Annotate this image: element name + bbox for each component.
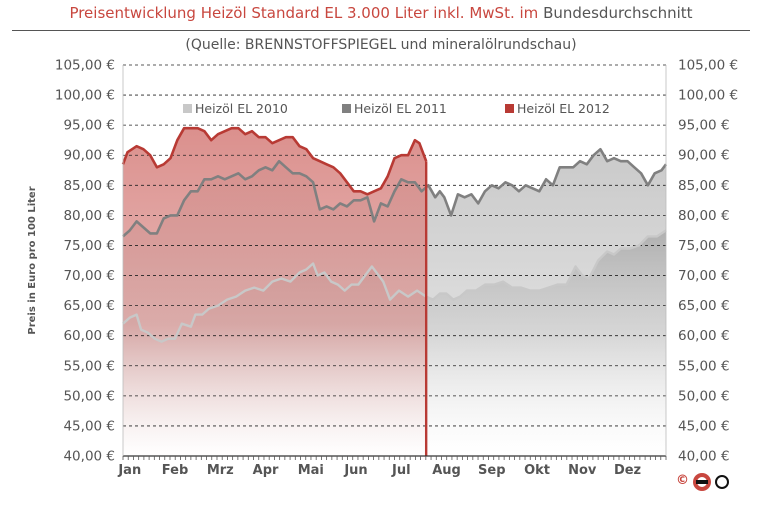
x-tick-label: Sep	[478, 463, 506, 478]
legend-label: Heizöl EL 2012	[517, 101, 610, 116]
y-tick-label-left: 105,00 €	[55, 58, 115, 74]
y-tick-label-left: 50,00 €	[63, 388, 115, 404]
series-2010-line	[122, 229, 667, 343]
y-tick-label-left: 80,00 €	[63, 208, 115, 224]
y-tick-label-left: 85,00 €	[63, 178, 115, 194]
y-tick-label-left: 90,00 €	[63, 148, 115, 164]
chart-title-main: Preisentwicklung Heizöl Standard EL 3.00…	[69, 4, 539, 22]
y-tick-label-right: 90,00 €	[678, 148, 730, 164]
x-tick-label: Mrz	[207, 463, 234, 478]
x-tick-label: Jun	[343, 463, 367, 478]
y-tick-label-right: 85,00 €	[678, 178, 730, 194]
legend-swatch	[183, 104, 192, 113]
chart-title-region: Bundesdurchschnitt	[543, 4, 693, 22]
y-tick-label-left: 75,00 €	[63, 238, 115, 254]
y-tick-label-right: 55,00 €	[678, 358, 730, 374]
series-2012-line	[121, 126, 428, 196]
legend-swatch	[505, 104, 514, 113]
y-tick-label-right: 70,00 €	[678, 268, 730, 284]
x-tick-label: Feb	[162, 463, 188, 478]
x-tick-label: Jan	[117, 463, 141, 478]
y-axis-title: Preis in Euro pro 100 Liter	[27, 186, 38, 334]
x-tick-label: Okt	[524, 463, 550, 478]
series-2011-line	[122, 147, 668, 238]
y-tick-label-right: 60,00 €	[678, 328, 730, 344]
y-tick-label-right: 80,00 €	[678, 208, 730, 224]
y-tick-label-right: 105,00 €	[678, 58, 738, 74]
copyright-logo: ©	[676, 472, 736, 492]
series-2012-area	[123, 128, 427, 456]
y-tick-label-right: 95,00 €	[678, 118, 730, 134]
y-tick-label-left: 60,00 €	[63, 328, 115, 344]
x-tick-label: Dez	[614, 463, 641, 478]
y-tick-label-left: 100,00 €	[55, 88, 115, 104]
y-tick-label-left: 45,00 €	[63, 418, 115, 434]
y-tick-label-right: 100,00 €	[678, 88, 738, 104]
y-tick-label-left: 55,00 €	[63, 358, 115, 374]
y-tick-label-left: 95,00 €	[63, 118, 115, 134]
title-divider	[12, 30, 750, 31]
legend-label: Heizöl EL 2010	[195, 101, 288, 116]
y-tick-label-right: 40,00 €	[678, 449, 730, 465]
logo-icon	[693, 473, 729, 491]
x-tick-label: Aug	[432, 463, 461, 478]
legend-swatch	[342, 104, 351, 113]
x-tick-label: Jul	[391, 463, 411, 478]
x-tick-label: Apr	[253, 463, 279, 478]
chart-subtitle: (Quelle: BRENNSTOFFSPIEGEL und mineralöl…	[185, 37, 577, 53]
y-tick-label-left: 40,00 €	[63, 449, 115, 465]
y-tick-label-left: 70,00 €	[63, 268, 115, 284]
chart-title: Preisentwicklung Heizöl Standard EL 3.00…	[0, 3, 762, 23]
x-tick-label: Mai	[298, 463, 324, 478]
y-tick-label-right: 65,00 €	[678, 298, 730, 314]
y-tick-label-left: 65,00 €	[63, 298, 115, 314]
legend-label: Heizöl EL 2011	[354, 101, 447, 116]
x-tick-label: Nov	[568, 463, 597, 478]
copyright-symbol: ©	[676, 473, 689, 488]
y-tick-label-right: 50,00 €	[678, 388, 730, 404]
y-tick-label-right: 45,00 €	[678, 418, 730, 434]
y-tick-label-right: 75,00 €	[678, 238, 730, 254]
